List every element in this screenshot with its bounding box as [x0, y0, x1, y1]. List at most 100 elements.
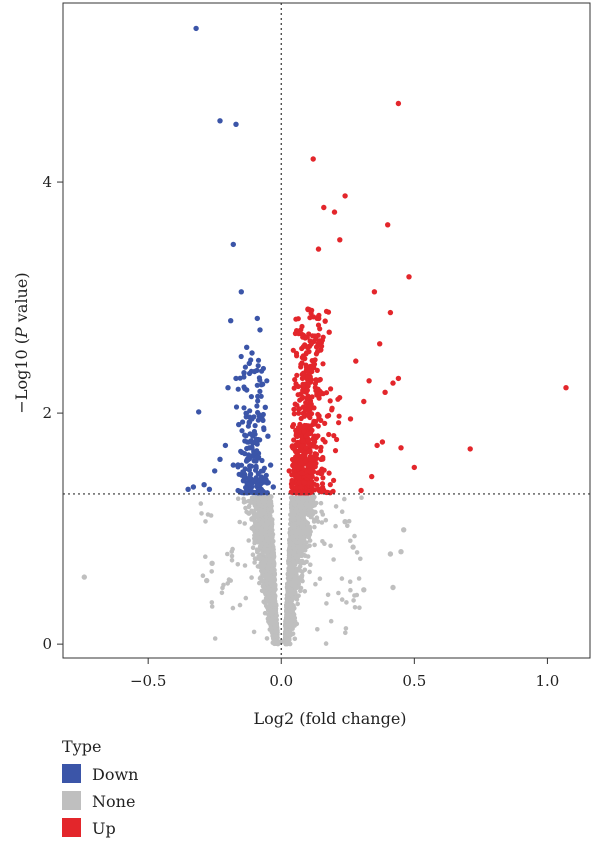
- point-down: [244, 344, 250, 350]
- point-up: [342, 193, 348, 199]
- point-up: [318, 456, 324, 462]
- point-up: [371, 289, 378, 295]
- point-down: [265, 433, 271, 439]
- point-down: [228, 318, 234, 324]
- point-down: [246, 445, 252, 451]
- x-tick-label: 0.5: [402, 672, 426, 690]
- series-up: [286, 100, 569, 494]
- point-down: [259, 381, 266, 387]
- up-points-cloud-wide: [295, 381, 343, 496]
- point-down: [222, 442, 229, 449]
- point-up: [411, 464, 417, 471]
- point-down: [230, 462, 236, 468]
- point-none: [390, 584, 396, 591]
- point-up: [563, 385, 569, 391]
- point-up: [305, 306, 311, 312]
- series-down: [185, 25, 276, 492]
- point-down: [244, 387, 250, 393]
- data-points: [81, 25, 569, 647]
- point-up: [286, 468, 292, 474]
- point-down: [196, 409, 202, 415]
- x-tick-label: 1.0: [535, 672, 559, 690]
- legend-label-none: None: [92, 792, 135, 811]
- point-up: [395, 375, 402, 382]
- point-up: [315, 246, 322, 252]
- legend-label-down: Down: [92, 765, 138, 784]
- x-tick-label: −0.5: [130, 672, 166, 690]
- point-down: [193, 25, 199, 32]
- point-down: [185, 486, 191, 492]
- point-none: [398, 549, 404, 555]
- point-up: [310, 156, 316, 162]
- x-axis-title: Log2 (fold change): [253, 709, 406, 728]
- point-up: [299, 375, 306, 382]
- point-down: [233, 121, 239, 128]
- point-up: [390, 380, 396, 386]
- point-up: [377, 341, 383, 347]
- plot-frame: [62, 2, 591, 659]
- point-up: [353, 358, 359, 364]
- point-none: [342, 519, 348, 525]
- point-none: [361, 587, 367, 593]
- point-down: [257, 477, 263, 483]
- y-axis-ticks: 0 2 4: [42, 173, 63, 653]
- point-down: [238, 289, 244, 295]
- point-down: [236, 421, 242, 428]
- legend-swatch-none: [62, 791, 81, 810]
- point-up: [331, 209, 338, 215]
- point-up: [385, 222, 391, 228]
- y-axis-title-italic: P: [12, 327, 31, 339]
- legend-label-up: Up: [92, 819, 116, 838]
- point-none: [204, 577, 210, 584]
- point-down: [249, 350, 255, 356]
- point-none: [278, 639, 284, 645]
- point-down: [217, 118, 223, 124]
- point-none: [283, 629, 290, 636]
- point-up: [398, 445, 404, 451]
- point-up: [294, 433, 300, 439]
- point-up: [467, 446, 473, 452]
- point-up: [406, 274, 412, 280]
- point-none: [81, 574, 88, 580]
- point-down: [230, 241, 236, 248]
- point-up: [379, 439, 386, 445]
- point-up: [347, 416, 354, 422]
- point-down: [201, 482, 207, 488]
- point-down: [257, 327, 263, 333]
- point-down: [206, 486, 213, 492]
- point-down: [225, 385, 231, 391]
- point-down: [190, 484, 197, 490]
- x-tick-label: 0.0: [269, 672, 293, 690]
- point-down: [217, 456, 223, 462]
- y-axis-title-prefix: −Log10 (: [12, 338, 31, 414]
- point-up: [337, 237, 343, 243]
- legend-swatch-down: [62, 764, 81, 783]
- y-tick-label: 4: [42, 173, 52, 191]
- point-up: [382, 389, 388, 395]
- point-up: [291, 462, 298, 468]
- point-up: [366, 378, 372, 384]
- point-down: [262, 404, 268, 410]
- y-tick-label: 2: [42, 404, 52, 422]
- y-axis-title: −Log10 (P value): [12, 272, 31, 413]
- legend-swatch-up: [62, 818, 81, 837]
- y-axis-title-suffix: value): [12, 272, 31, 327]
- point-down: [251, 368, 258, 375]
- point-none: [387, 551, 394, 557]
- point-up: [374, 442, 380, 449]
- point-down: [241, 473, 247, 480]
- point-up: [395, 100, 402, 107]
- point-none: [273, 627, 279, 633]
- point-up: [321, 204, 327, 211]
- point-down: [249, 416, 255, 422]
- x-axis-ticks: −0.5 0.0 0.5 1.0: [130, 658, 559, 690]
- point-down: [246, 360, 252, 367]
- point-none: [209, 560, 215, 566]
- point-down: [267, 462, 274, 468]
- point-none: [401, 527, 407, 533]
- point-up: [387, 309, 394, 316]
- point-none: [350, 544, 356, 550]
- point-down: [241, 370, 247, 376]
- none-points-cloud: [198, 494, 364, 647]
